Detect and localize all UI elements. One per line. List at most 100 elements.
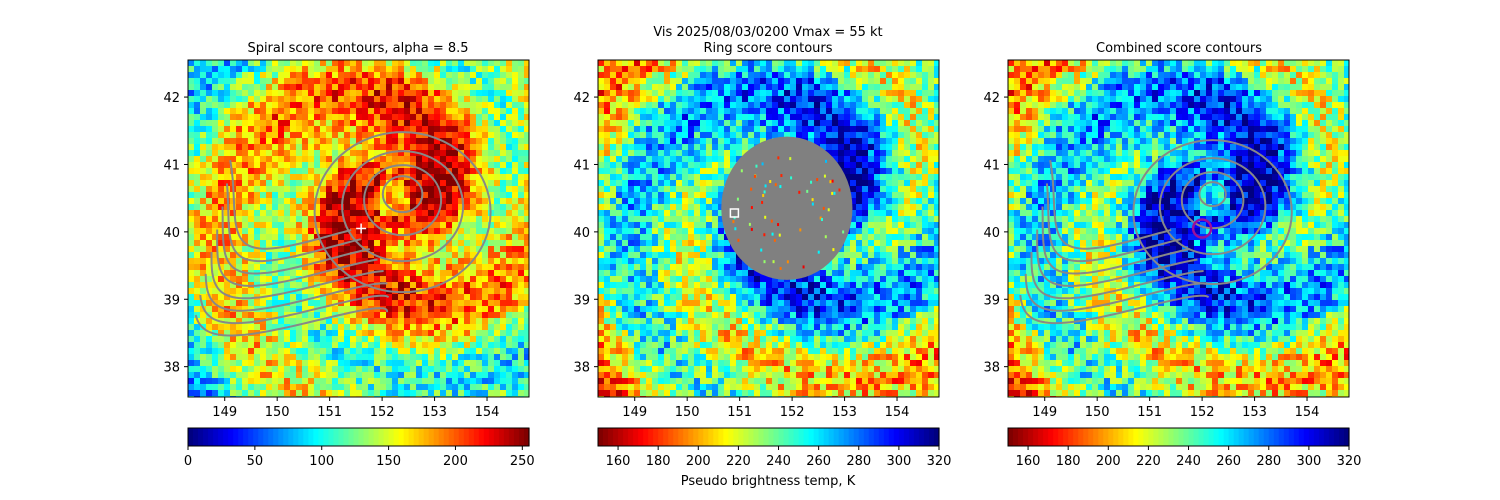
image-cell: [416, 330, 423, 337]
image-cell: [284, 348, 291, 355]
image-cell: [476, 78, 483, 85]
image-cell: [458, 384, 465, 391]
image-cell: [676, 84, 683, 91]
image-cell: [622, 138, 629, 145]
image-cell: [464, 72, 471, 79]
image-cell: [452, 60, 459, 67]
image-cell: [290, 96, 297, 103]
image-cell: [272, 150, 279, 157]
image-cell: [386, 336, 393, 343]
image-cell: [434, 150, 441, 157]
image-cell: [482, 300, 489, 307]
image-cell: [320, 288, 327, 295]
image-cell: [446, 336, 453, 343]
image-cell: [368, 246, 375, 253]
image-cell: [748, 90, 755, 97]
image-cell: [838, 144, 845, 151]
image-cell: [458, 66, 465, 73]
image-cell: [512, 108, 519, 115]
image-cell: [838, 90, 845, 97]
image-cell: [724, 78, 731, 85]
image-cell: [922, 186, 929, 193]
image-cell: [212, 84, 219, 91]
image-cell: [398, 270, 405, 277]
image-cell: [748, 120, 755, 127]
image-cell: [368, 60, 375, 67]
image-cell: [404, 384, 411, 391]
image-cell: [410, 282, 417, 289]
image-cell: [440, 234, 447, 241]
image-cell: [296, 246, 303, 253]
image-cell: [874, 108, 881, 115]
image-cell: [422, 312, 429, 319]
image-cell: [904, 198, 911, 205]
image-cell: [500, 216, 507, 223]
image-cell: [398, 180, 405, 187]
image-cell: [880, 132, 887, 139]
image-cell: [278, 150, 285, 157]
image-cell: [856, 222, 863, 229]
image-cell: [380, 60, 387, 67]
image-cell: [362, 210, 369, 217]
image-cell: [428, 138, 435, 145]
image-cell: [374, 114, 381, 121]
image-cell: [374, 378, 381, 385]
image-cell: [344, 60, 351, 67]
image-cell: [640, 156, 647, 163]
image-cell: [646, 96, 653, 103]
image-cell: [832, 156, 839, 163]
image-cell: [320, 270, 327, 277]
image-cell: [892, 174, 899, 181]
image-cell: [464, 120, 471, 127]
image-cell: [832, 114, 839, 121]
image-cell: [904, 60, 911, 67]
image-cell: [688, 222, 695, 229]
image-cell: [718, 60, 725, 67]
image-cell: [488, 108, 495, 115]
image-cell: [410, 210, 417, 217]
image-cell: [416, 60, 423, 67]
image-cell: [422, 330, 429, 337]
image-cell: [296, 132, 303, 139]
image-cell: [494, 192, 501, 199]
image-cell: [326, 198, 333, 205]
image-cell: [610, 198, 617, 205]
image-cell: [308, 162, 315, 169]
image-cell: [784, 126, 791, 133]
image-cell: [470, 60, 477, 67]
image-cell: [640, 72, 647, 79]
image-cell: [356, 90, 363, 97]
image-cell: [838, 96, 845, 103]
image-cell: [410, 60, 417, 67]
image-cell: [892, 192, 899, 199]
image-cell: [416, 240, 423, 247]
image-cell: [910, 102, 917, 109]
image-cell: [224, 282, 231, 289]
image-cell: [416, 318, 423, 325]
image-cell: [260, 174, 267, 181]
image-cell: [610, 72, 617, 79]
image-cell: [206, 192, 213, 199]
image-cell: [194, 222, 201, 229]
image-cell: [446, 126, 453, 133]
image-cell: [260, 180, 267, 187]
image-cell: [332, 60, 339, 67]
image-cell: [452, 210, 459, 217]
image-cell: [326, 114, 333, 121]
image-cell: [488, 312, 495, 319]
image-cell: [332, 270, 339, 277]
image-cell: [416, 390, 423, 397]
image-cell: [314, 354, 321, 361]
image-cell: [518, 372, 525, 379]
image-cell: [236, 156, 243, 163]
image-cell: [634, 132, 641, 139]
image-cell: [476, 114, 483, 121]
image-cell: [712, 132, 719, 139]
image-cell: [640, 126, 647, 133]
image-cell: [452, 276, 459, 283]
image-cell: [892, 156, 899, 163]
image-cell: [820, 144, 827, 151]
image-cell: [296, 180, 303, 187]
image-cell: [512, 192, 519, 199]
image-cell: [248, 192, 255, 199]
